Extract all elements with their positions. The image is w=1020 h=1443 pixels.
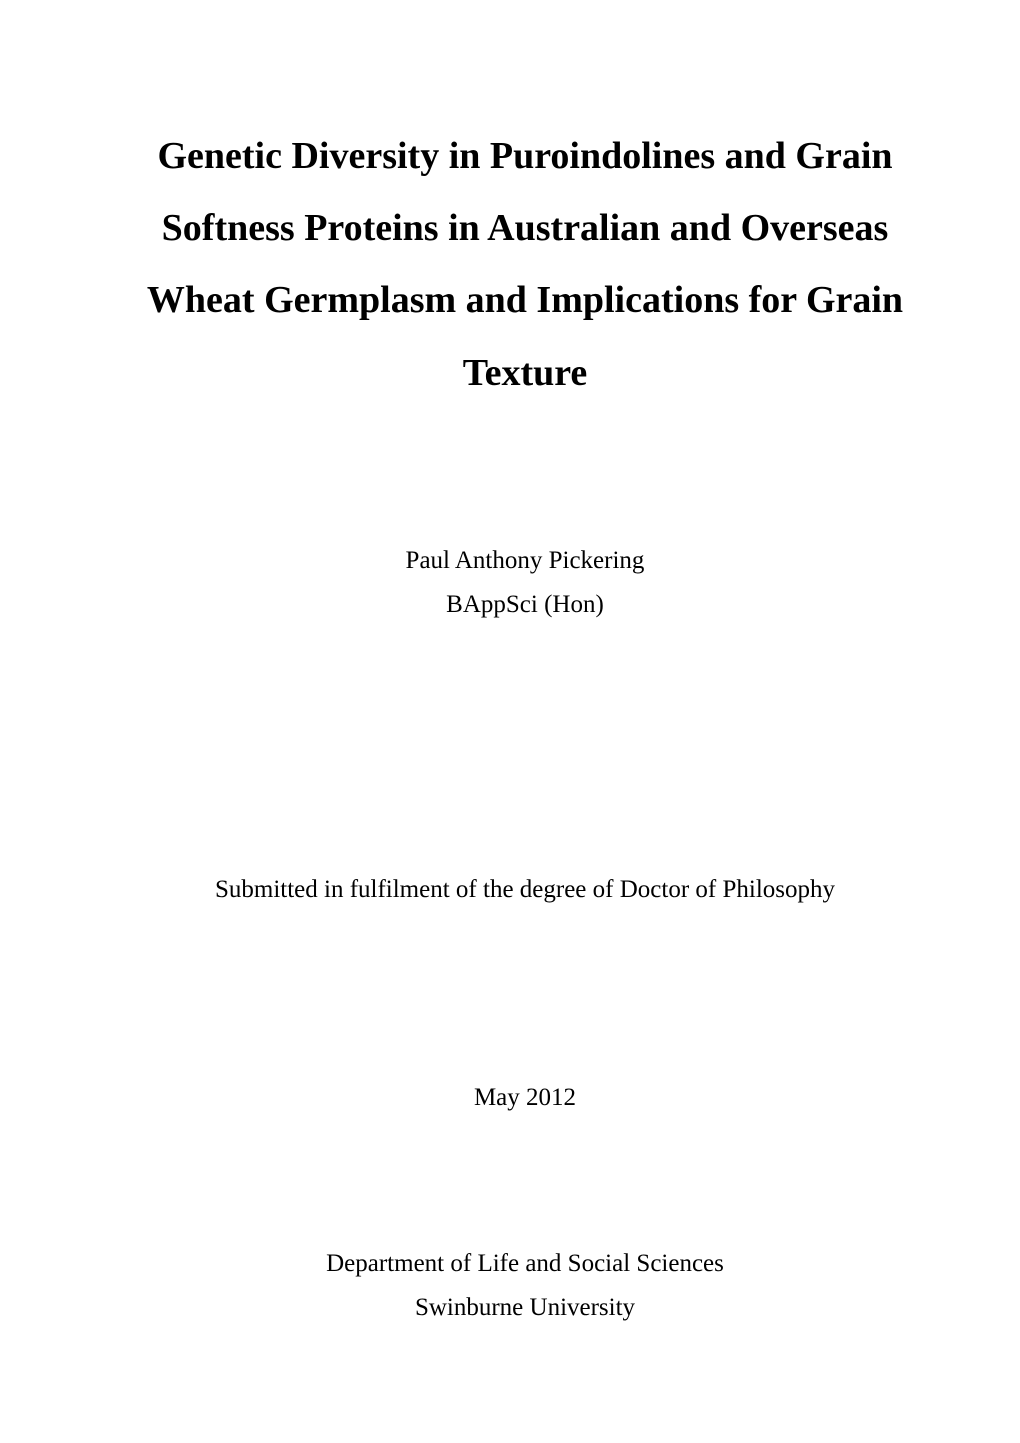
author-prior-degree: BAppSci (Hon) bbox=[130, 583, 920, 627]
department-block: Department of Life and Social Sciences S… bbox=[130, 1242, 920, 1330]
thesis-title-page: Genetic Diversity in Puroindolines and G… bbox=[130, 100, 920, 1363]
author-block: Paul Anthony Pickering BAppSci (Hon) bbox=[130, 539, 920, 627]
university-name: Swinburne University bbox=[130, 1286, 920, 1330]
thesis-title: Genetic Diversity in Puroindolines and G… bbox=[130, 120, 920, 409]
department-name: Department of Life and Social Sciences bbox=[130, 1242, 920, 1286]
submission-statement: Submitted in fulfilment of the degree of… bbox=[130, 876, 920, 904]
author-name: Paul Anthony Pickering bbox=[130, 539, 920, 583]
submission-date: May 2012 bbox=[130, 1084, 920, 1112]
